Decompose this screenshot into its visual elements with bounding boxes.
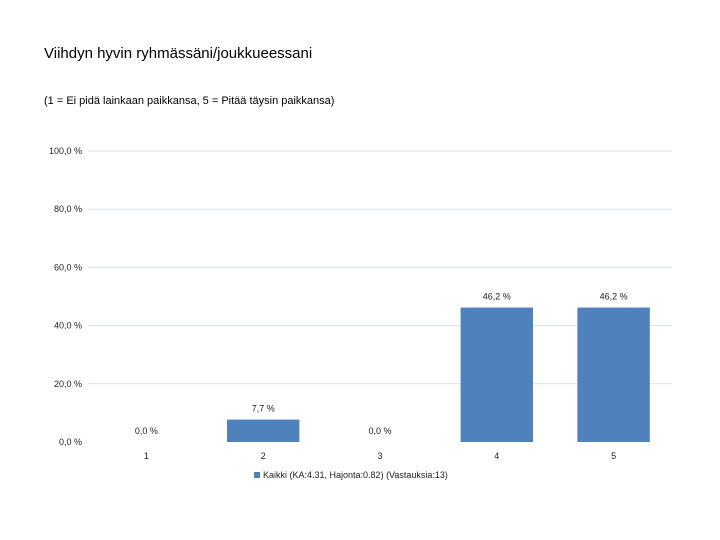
data-label: 0,0 % [135, 426, 158, 436]
y-tick-label: 20,0 % [54, 379, 82, 389]
chart-subtitle: (1 = Ei pidä lainkaan paikkansa, 5 = Pit… [44, 95, 335, 107]
y-axis-ticks: 0,0 % 20,0 % 40,0 % 60,0 % 80,0 % 100,0 % [49, 146, 82, 447]
y-tick-label: 100,0 % [49, 146, 82, 156]
y-tick-label: 80,0 % [54, 204, 82, 214]
bar [577, 307, 650, 442]
chart-title: Viihdyn hyvin ryhmässäni/joukkueessani [44, 45, 313, 62]
bars [226, 307, 650, 442]
legend-swatch [254, 472, 260, 478]
data-labels: 0,0 % 7,7 % 0,0 % 46,2 % 46,2 % [135, 292, 628, 436]
legend-label: Kaikki (KA:4.31, Hajonta:0.82) (Vastauks… [263, 470, 448, 480]
bar [460, 307, 534, 442]
bar [226, 419, 300, 442]
x-tick-label: 4 [494, 451, 499, 461]
x-axis-ticks: 1 2 3 4 5 [144, 451, 616, 461]
data-label: 46,2 % [483, 292, 511, 302]
data-label: 46,2 % [600, 292, 628, 302]
x-tick-label: 2 [261, 451, 266, 461]
data-label: 0,0 % [368, 426, 391, 436]
y-tick-label: 60,0 % [54, 262, 82, 272]
data-label: 7,7 % [252, 404, 275, 414]
x-tick-label: 3 [377, 451, 382, 461]
y-tick-label: 0,0 % [59, 437, 82, 447]
grid-lines [88, 150, 672, 385]
y-tick-label: 40,0 % [54, 321, 82, 331]
x-tick-label: 1 [144, 451, 149, 461]
x-tick-label: 5 [611, 451, 616, 461]
legend: Kaikki (KA:4.31, Hajonta:0.82) (Vastauks… [254, 470, 448, 480]
